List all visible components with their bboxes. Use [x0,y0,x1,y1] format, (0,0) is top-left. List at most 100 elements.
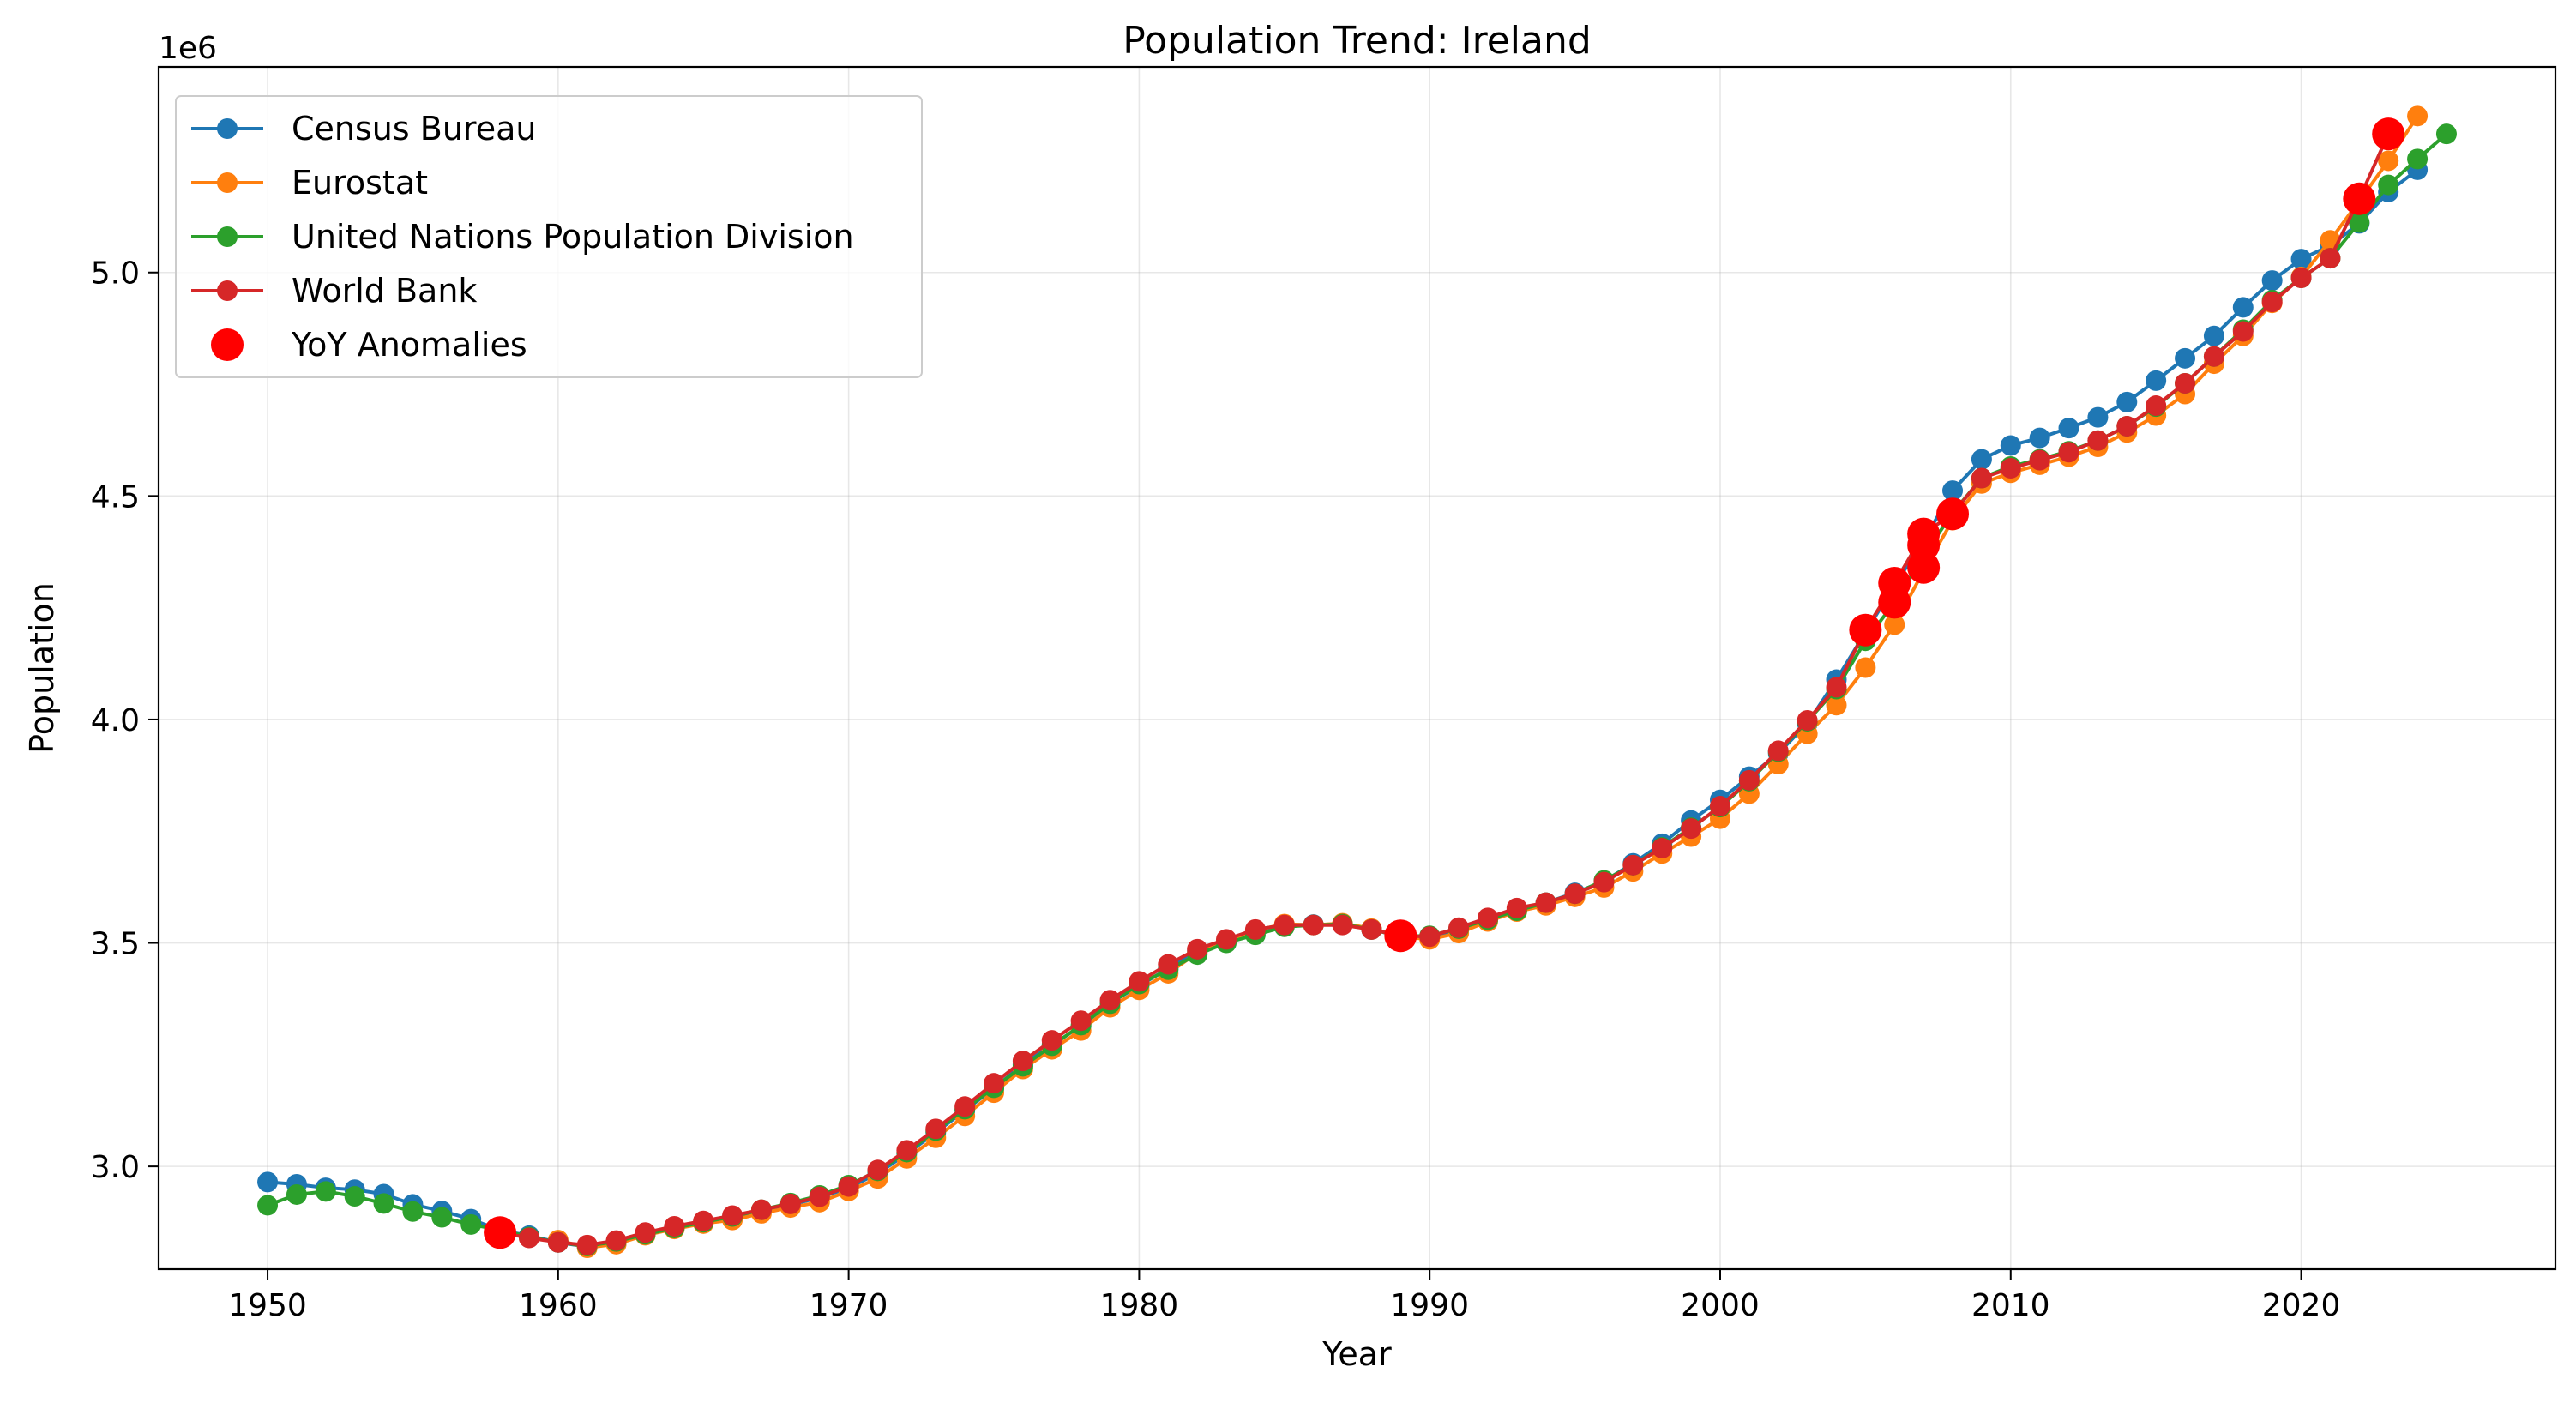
x-tick-label: 2000 [1681,1288,1760,1323]
x-axis-label: Year [1321,1335,1392,1373]
data-point [664,1215,685,1237]
legend: Census Bureau Eurostat United Nations Popu… [175,95,923,378]
data-point [2203,325,2224,346]
data-point [1099,990,1121,1011]
data-point [373,1193,394,1214]
legend-marker [217,118,238,139]
anomaly-point [2372,117,2405,151]
data-point [954,1096,976,1117]
data-point [1129,971,1150,992]
legend-item-census-bureau: Census Bureau [191,110,536,148]
data-point [2029,449,2050,471]
data-point [547,1231,569,1253]
anomaly-point [1907,517,1941,551]
data-point [2232,297,2254,318]
data-point [693,1210,714,1231]
data-point [1593,871,1615,893]
data-point [1826,677,1847,698]
data-point [2290,268,2312,289]
x-tick-label: 1990 [1390,1288,1469,1323]
legend-box [175,95,923,378]
data-point [2320,248,2341,269]
data-point [2261,270,2283,292]
anomaly-point [1878,566,1911,599]
legend-marker [217,172,238,193]
data-point [1535,892,1556,913]
y-tick-label: 5.0 [91,256,140,292]
data-point [1070,1010,1092,1032]
data-point [257,1195,279,1216]
data-point [1622,854,1644,876]
legend-label: World Bank [292,272,477,310]
data-point [2349,212,2370,233]
data-point [2175,373,2196,394]
data-point [1826,695,1847,716]
data-point [2087,430,2109,451]
legend-marker [217,226,238,247]
data-point [838,1176,859,1197]
data-point [431,1207,453,1228]
series-layer [257,105,2457,1258]
data-point [257,1171,279,1193]
data-point [1158,954,1179,975]
data-point [2116,416,2138,437]
data-point [867,1159,888,1181]
data-point [1419,926,1441,948]
data-point [2000,435,2021,456]
data-point [1564,883,1586,905]
x-tick-label: 1970 [810,1288,888,1323]
data-point [1361,918,1382,940]
data-point [722,1205,743,1226]
data-point [2435,123,2457,145]
data-point [402,1201,424,1222]
x-tick-label: 2020 [2262,1288,2341,1323]
data-point [1332,914,1353,936]
x-tick-label: 1950 [228,1288,307,1323]
x-tick-label: 1980 [1100,1288,1179,1323]
data-point [460,1213,482,1235]
ticks: 1950 1960 1970 1980 1990 2000 2010 2020 3.0 3.5 4.… [91,256,2341,1323]
data-point [1709,796,1730,817]
data-point [286,1183,307,1205]
legend-label: YoY Anomalies [291,326,527,364]
y-axis-scale-note: 1e6 [159,31,217,66]
series-yoy-anomalies [484,117,2405,1249]
data-point [2261,292,2283,313]
legend-item-world-bank: World Bank [191,272,477,310]
data-point [1797,709,1818,731]
data-point [1273,914,1295,936]
data-point [984,1073,1005,1094]
data-point [2407,148,2429,170]
data-point [1971,449,1992,470]
data-point [809,1186,830,1207]
plot-frame [157,65,2557,1271]
data-point [1855,657,1876,678]
data-point [1738,769,1760,791]
data-point [2029,427,2050,449]
legend-item-united-nations-population-division: United Nations Population Division [191,218,854,256]
legend-label: United Nations Population Division [292,218,854,256]
data-point [576,1234,598,1255]
data-point [779,1193,801,1214]
anomaly-point [484,1216,517,1249]
anomaly-point [1907,551,1941,584]
data-point [1942,480,1964,502]
data-point [635,1222,656,1243]
legend-marker [217,280,238,301]
x-tick-label: 2010 [1971,1288,2050,1323]
data-point [2378,150,2399,172]
y-tick-label: 4.5 [91,479,140,515]
data-point [2203,346,2224,367]
data-point [1216,929,1237,950]
data-point [1652,838,1673,859]
legend-item-eurostat: Eurostat [191,164,428,202]
data-point [2232,321,2254,342]
data-point [1012,1051,1033,1072]
legend-label: Census Bureau [292,110,536,148]
y-tick-label: 3.5 [91,927,140,962]
data-point [2175,347,2196,369]
y-tick-label: 4.0 [91,703,140,738]
chart-title: Population Trend: Ireland [1122,19,1592,63]
data-point [2146,395,2167,417]
